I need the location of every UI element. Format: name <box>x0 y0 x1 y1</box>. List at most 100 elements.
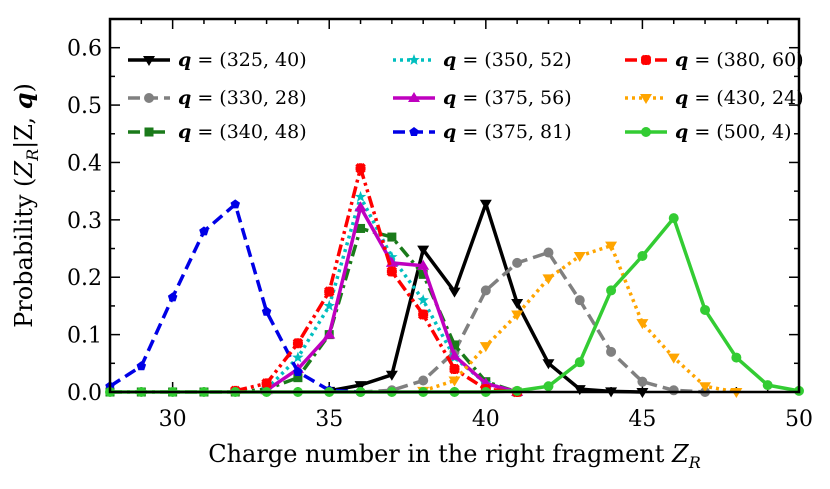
data-point <box>385 370 398 381</box>
y-tick-label: 0.6 <box>67 37 102 62</box>
series-4 <box>260 201 524 396</box>
data-point <box>417 245 430 256</box>
data-point <box>480 285 491 296</box>
data-point <box>293 366 303 376</box>
data-point <box>199 226 209 236</box>
legend-marker <box>640 54 652 66</box>
data-point <box>323 286 335 297</box>
data-point <box>261 306 272 316</box>
legend-item: q = (340, 48) <box>128 121 307 143</box>
data-point <box>323 299 335 311</box>
legend-marker <box>144 127 154 137</box>
x-tick-label: 30 <box>159 407 187 432</box>
data-point <box>167 292 178 302</box>
series-6 <box>230 162 523 398</box>
series-line <box>109 202 361 394</box>
y-tick-label: 0.2 <box>67 266 102 291</box>
legend: q = (325, 40) q = (330, 28) q = (340, 48) q… <box>128 49 804 143</box>
data-point <box>605 241 618 252</box>
data-point <box>323 328 336 339</box>
y-tick-label: 0.4 <box>67 151 102 176</box>
data-point <box>387 232 397 242</box>
data-point <box>479 342 492 353</box>
legend-label: q = (325, 40) <box>178 49 307 71</box>
y-tick-label: 0.1 <box>67 324 102 349</box>
data-point <box>668 385 679 396</box>
data-point <box>355 162 366 174</box>
data-point <box>668 213 679 224</box>
legend-item: q = (380, 60) <box>625 49 804 71</box>
x-axis-label: Charge number in the right fragment ZR <box>208 440 701 472</box>
data-point <box>606 346 617 357</box>
legend-label: q = (430, 24) <box>675 87 804 109</box>
data-point <box>293 373 303 383</box>
data-point <box>417 259 430 270</box>
legend-label: q = (500, 4) <box>675 121 792 143</box>
legend-item: q = (500, 4) <box>625 121 792 143</box>
data-point <box>606 285 617 296</box>
y-tick-label: 0.3 <box>67 209 102 234</box>
data-point <box>354 381 367 392</box>
series-layer <box>105 162 804 398</box>
legend-marker <box>640 94 652 104</box>
legend-item: q = (430, 24) <box>625 87 804 109</box>
data-point <box>574 357 585 368</box>
legend-label: q = (380, 60) <box>675 49 804 71</box>
legend-label: q = (340, 48) <box>178 121 307 143</box>
legend-marker <box>408 92 420 102</box>
series-line <box>265 195 518 394</box>
tick-labels-layer: 30 35 40 45 50 0.0 0.1 0.2 0.3 0.4 0.5 0.6 <box>67 37 813 432</box>
y-axis-label: Probability (ZR|Z, q) <box>9 83 42 328</box>
data-point <box>354 190 367 202</box>
y-tick-label: 0.5 <box>67 94 102 119</box>
data-point <box>512 257 523 268</box>
data-point <box>292 337 304 349</box>
data-point <box>449 363 460 375</box>
series-7 <box>417 241 743 398</box>
data-point <box>699 382 712 393</box>
data-point <box>637 376 648 387</box>
y-tick-label: 0.0 <box>67 381 102 406</box>
data-point <box>386 251 398 263</box>
data-point <box>574 295 585 306</box>
legend-marker <box>144 93 154 103</box>
legend-marker <box>408 54 420 65</box>
x-tick-label: 45 <box>628 407 656 432</box>
legend-label: q = (375, 56) <box>443 87 572 109</box>
data-point <box>762 380 773 391</box>
legend-item: q = (325, 40) <box>128 49 307 71</box>
legend-item: q = (375, 56) <box>393 87 572 109</box>
data-point <box>637 250 648 261</box>
legend-item: q = (375, 81) <box>393 121 572 143</box>
series-line <box>234 166 518 394</box>
data-point <box>354 201 367 212</box>
x-tick-label: 35 <box>315 407 343 432</box>
legend-label: q = (330, 28) <box>178 87 307 109</box>
data-point <box>386 266 398 277</box>
data-point <box>418 269 428 279</box>
legend-marker <box>641 127 651 137</box>
data-point <box>261 378 272 389</box>
data-point <box>667 353 680 364</box>
data-point <box>448 376 461 387</box>
data-point <box>731 352 742 363</box>
data-point <box>511 299 524 310</box>
data-point <box>573 385 586 396</box>
plot-frame <box>108 17 801 394</box>
series-line <box>360 250 706 394</box>
data-point <box>450 340 459 350</box>
data-point <box>417 309 429 320</box>
data-point <box>230 199 241 209</box>
ticks-layer <box>109 18 800 393</box>
x-tick-label: 40 <box>472 407 500 432</box>
data-point <box>542 359 555 370</box>
data-point <box>418 375 429 386</box>
legend-label: q = (375, 81) <box>443 121 572 143</box>
data-point <box>136 361 147 371</box>
data-point <box>479 199 492 210</box>
data-point <box>636 319 649 330</box>
legend-item: q = (350, 52) <box>393 49 572 71</box>
data-point <box>448 349 461 360</box>
legend-marker <box>143 56 155 66</box>
